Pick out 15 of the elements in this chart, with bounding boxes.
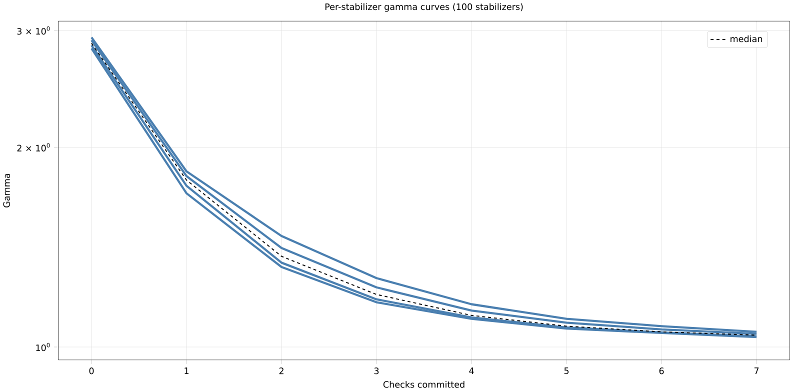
legend-label: median <box>730 35 762 42</box>
x-tick-label: 4 <box>469 368 474 374</box>
x-tick-label: 0 <box>89 368 94 374</box>
y-axis-title: Gamma <box>3 174 10 208</box>
x-tick-label: 1 <box>184 368 189 374</box>
chart-title: Per-stabilizer gamma curves (100 stabilizers) <box>325 3 523 12</box>
y-tick-label: 3 × 10$^{0}$ <box>17 26 50 35</box>
x-axis-title: Checks committed <box>383 380 464 388</box>
x-tick-label: 6 <box>659 368 664 374</box>
x-tick-label: 5 <box>564 368 569 374</box>
y-tick-label: 10$^{0}$ <box>36 342 50 352</box>
x-tick-label: 7 <box>754 368 759 374</box>
x-tick-label: 2 <box>279 368 284 374</box>
x-tick-label: 3 <box>374 368 379 374</box>
y-tick-label: 2 × 10$^{0}$ <box>17 143 50 152</box>
